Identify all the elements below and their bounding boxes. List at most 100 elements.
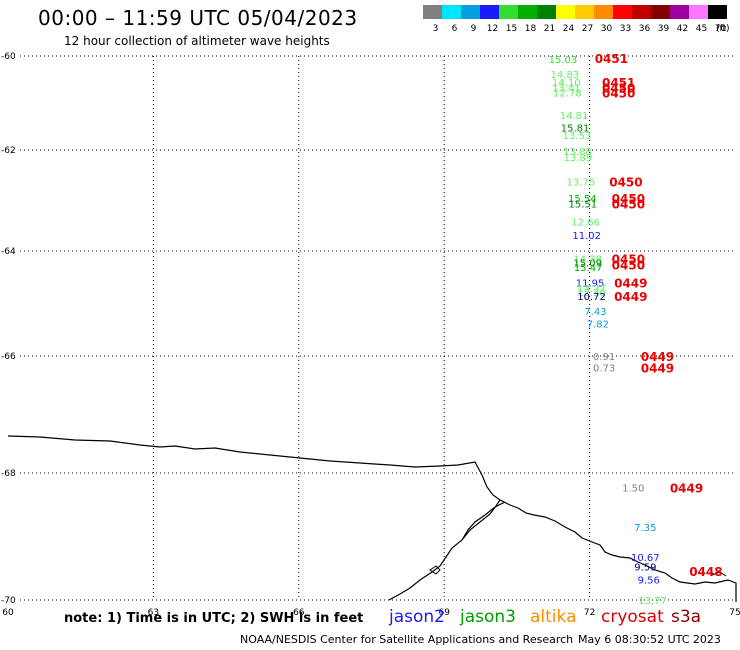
credit-line: NOAA/NESDIS Center for Satellite Applica… (240, 633, 574, 646)
wave-height-value: 13.41 (552, 83, 581, 94)
wave-height-value: 15.54 (568, 194, 597, 205)
lon-label-72: 72 (584, 608, 595, 618)
legend-swatch-18 (518, 5, 537, 19)
wave-height-value: 10.72 (577, 292, 606, 303)
wave-height-value: 15.09 (573, 259, 602, 270)
antarctic-coastline (7, 435, 737, 602)
island-outline (429, 565, 441, 575)
wave-height-value: 10.67 (631, 553, 660, 564)
legend-swatch-9 (461, 5, 480, 19)
wave-height-value: 13.88 (563, 147, 592, 158)
lat-label--68: -68 (1, 469, 16, 479)
legend-swatch-39 (651, 5, 670, 19)
legend-swatch-27 (575, 5, 594, 19)
wave-height-value: 14.10 (552, 78, 581, 89)
wave-height-value: 0.73 (593, 364, 615, 375)
wave-height-value: 12.30 (577, 288, 606, 299)
wave-height-value: 13.77 (638, 596, 667, 607)
wave-height-value: 13.53 (563, 131, 592, 142)
lon-label-75: 75 (729, 608, 740, 618)
legend-swatch-36 (632, 5, 651, 19)
lat-label--66: -66 (1, 352, 16, 362)
lat-label--62: -62 (1, 146, 16, 156)
legend-swatch-45 (689, 5, 708, 19)
figure-title: 00:00 – 11:59 UTC 05/04/2023 (38, 6, 358, 30)
legend-swatch-42 (670, 5, 689, 19)
wave-height-value: 15.03 (549, 55, 578, 66)
pass-time-label: 0449 (614, 277, 647, 291)
pass-time-label: 0450 (612, 192, 645, 206)
wave-height-value: 14.83 (551, 70, 580, 81)
lon-label-63: 63 (148, 608, 159, 618)
legend-label-24: 24 (563, 24, 575, 34)
wave-height-value: 14.38 (573, 254, 602, 265)
legend-label-45: 45 (696, 24, 707, 34)
pass-time-label: 0449 (614, 290, 647, 304)
legend-label-18: 18 (525, 24, 537, 34)
pass-time-label: 0450 (612, 259, 645, 273)
lat-label--60: -60 (1, 52, 16, 62)
wave-height-value: 13.37 (577, 284, 606, 295)
wave-height-value: 7.82 (587, 319, 609, 330)
color-legend: 3 6 9 12 15 18 21 24 27 30 33 36 39 42 45 70(ft) (423, 5, 730, 34)
wave-height-value: 15.81 (561, 123, 590, 134)
mission-jason2: jason2 (389, 607, 445, 627)
legend-swatch-12 (480, 5, 499, 19)
legend-label-12: 12 (487, 24, 498, 34)
mission-cryosat: cryosat (601, 607, 664, 627)
wave-height-value: 12.66 (571, 218, 600, 229)
wave-height-value: 1.50 (622, 484, 644, 495)
legend-label-21: 21 (544, 24, 555, 34)
pass-time-label: 0450 (609, 175, 642, 189)
wave-height-value: 13.89 (564, 153, 593, 164)
pass-time-label: 0450 (602, 87, 635, 101)
mission-altika: altika (530, 607, 577, 627)
wave-height-value: 14.81 (560, 111, 589, 122)
wave-height-value: 11.02 (572, 231, 601, 242)
wave-height-value: 15.51 (568, 200, 597, 211)
pass-time-label: 0450 (602, 81, 635, 95)
legend-label-3: 3 (433, 24, 439, 34)
figure-subtitle: 12 hour collection of altimeter wave hei… (64, 34, 330, 48)
legend-label-39: 39 (658, 24, 670, 34)
legend-label-36: 36 (639, 24, 651, 34)
wave-height-value: 7.43 (584, 307, 606, 318)
legend-swatch-3 (423, 5, 442, 19)
pass-time-label: 0448 (689, 565, 722, 579)
wave-height-value: 15.47 (574, 263, 603, 274)
lat-label--70: -70 (1, 596, 16, 606)
pass-time-label: 0451 (602, 76, 635, 90)
legend-swatch-21 (537, 5, 556, 19)
lat-label--64: -64 (1, 247, 16, 257)
wave-height-value: 9.59 (634, 562, 656, 573)
legend-swatch-6 (442, 5, 461, 19)
pass-time-label: 0450 (612, 198, 645, 212)
lon-label-69: 69 (438, 608, 450, 618)
legend-label-9: 9 (471, 24, 477, 34)
legend-unit: (ft) (716, 24, 730, 34)
legend-swatch-33 (613, 5, 632, 19)
lon-label-66: 66 (293, 608, 305, 618)
lon-label-60: 60 (2, 608, 14, 618)
legend-swatch-70 (708, 5, 727, 19)
legend-swatch-24 (556, 5, 575, 19)
pass-time-label: 0449 (641, 362, 674, 376)
legend-label-15: 15 (506, 24, 517, 34)
legend-label-70: 70 (715, 24, 727, 34)
legend-label-27: 27 (582, 24, 593, 34)
legend-swatch-30 (594, 5, 613, 19)
mission-s3a: s3a (671, 607, 702, 627)
legend-label-6: 6 (452, 24, 458, 34)
legend-swatch-15 (499, 5, 518, 19)
generated-timestamp: May 6 08:30:52 UTC 2023 (578, 633, 721, 646)
graticule: 60 63 66 69 72 75 -60 -62 -64 -66 -68 -70 (1, 52, 740, 618)
legend-label-42: 42 (677, 24, 688, 34)
pass-time-label: 0449 (641, 350, 674, 364)
pass-time-label: 0451 (595, 52, 628, 66)
wave-height-value: 0.91 (593, 352, 615, 363)
legend-label-33: 33 (620, 24, 631, 34)
pass-time-label: 0449 (670, 482, 703, 496)
